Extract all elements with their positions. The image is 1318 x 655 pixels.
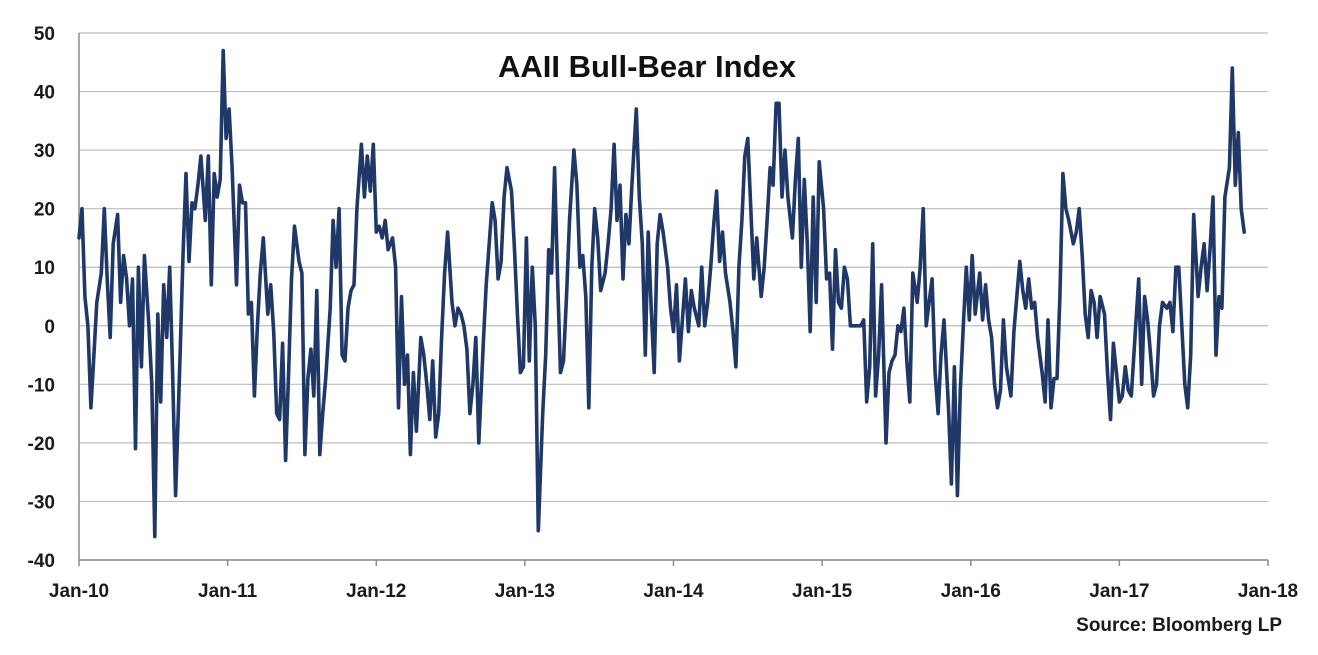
y-tick-label: 20 (34, 200, 55, 221)
y-tick-label: 40 (34, 83, 55, 104)
x-tick-label: Jan-16 (941, 581, 1001, 602)
x-tick-label: Jan-14 (643, 581, 704, 602)
y-tick-label: -30 (28, 492, 55, 513)
x-tick-label: Jan-15 (792, 581, 853, 602)
y-tick-label: -10 (28, 375, 55, 396)
y-tick-label: -40 (28, 551, 55, 572)
x-tick-label: Jan-12 (346, 581, 406, 602)
y-tick-label: 10 (34, 258, 55, 279)
series (77, 48, 1246, 539)
source-note: Source: Bloomberg LP (1076, 615, 1282, 636)
x-axis: Jan-10 Jan-11 Jan-12 Jan-13 Jan-14 Jan-15 Jan-… (49, 559, 1298, 602)
x-tick-label: Jan-10 (49, 581, 109, 602)
y-axis: -40 -30 -20 -10 0 10 20 30 40 50 (28, 24, 80, 572)
y-tick-label: 30 (34, 141, 55, 162)
y-tick-label: 0 (44, 317, 55, 338)
x-tick-label: Jan-11 (198, 581, 258, 602)
y-tick-label: -20 (28, 434, 55, 455)
series-line (77, 48, 1246, 539)
x-tick-label: Jan-17 (1089, 581, 1149, 602)
y-tick-label: 50 (34, 24, 55, 45)
chart-title: AAII Bull-Bear Index (498, 49, 797, 84)
x-tick-label: Jan-18 (1238, 581, 1298, 602)
x-tick-label: Jan-13 (495, 581, 555, 602)
